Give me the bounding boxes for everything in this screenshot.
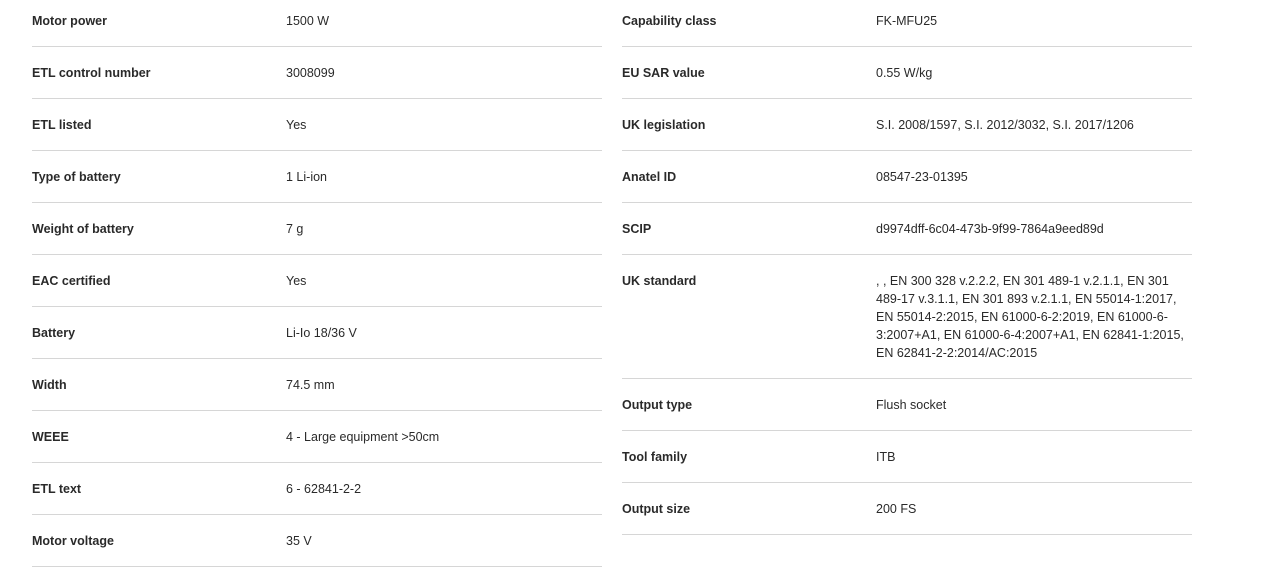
spec-table-left: Motor power 1500 W ETL control number 30080… (32, 0, 602, 567)
spec-label: Output size (622, 502, 691, 516)
spec-label: Output type (622, 398, 693, 412)
spec-label: Type of battery (32, 170, 121, 184)
spec-row: SCIP d9974dff-6c04-473b-9f99-7864a9eed89d (622, 203, 1192, 255)
spec-value: d9974dff-6c04-473b-9f99-7864a9eed89d (876, 222, 1104, 236)
spec-label: Tool family (622, 450, 688, 464)
spec-value: 6 - 62841-2-2 (286, 482, 362, 496)
spec-value: ITB (876, 450, 896, 464)
spec-value: 74.5 mm (286, 378, 335, 392)
spec-value: 7 g (286, 222, 304, 236)
spec-row: ETL control number 3008099 (32, 47, 602, 99)
spec-row: Output type Flush socket (622, 379, 1192, 431)
spec-value: 4 - Large equipment >50cm (286, 430, 440, 444)
spec-value: Yes (286, 118, 307, 132)
spec-row: Capability class FK-MFU25 (622, 0, 1192, 47)
spec-value: Flush socket (876, 398, 947, 412)
spec-value: 08547-23-01395 (876, 170, 968, 184)
spec-label: WEEE (32, 430, 69, 444)
spec-row: Type of battery 1 Li-ion (32, 151, 602, 203)
spec-row: EU SAR value 0.55 W/kg (622, 47, 1192, 99)
spec-row: UK standard , , EN 300 328 v.2.2.2, EN 30… (622, 255, 1192, 379)
spec-label: EAC certified (32, 274, 111, 288)
spec-label: Capability class (622, 14, 717, 28)
spec-label: Anatel ID (622, 170, 677, 184)
spec-value: , , EN 300 328 v.2.2.2, EN 301 489-1 v.2… (876, 274, 1184, 360)
spec-value: 1500 W (286, 14, 330, 28)
spec-row: ETL listed Yes (32, 99, 602, 151)
spec-label: Weight of battery (32, 222, 134, 236)
spec-value: 200 FS (876, 502, 917, 516)
spec-row: Tool family ITB (622, 431, 1192, 483)
spec-value: S.I. 2008/1597, S.I. 2012/3032, S.I. 201… (876, 118, 1134, 132)
spec-row: Anatel ID 08547-23-01395 (622, 151, 1192, 203)
spec-row: UK legislation S.I. 2008/1597, S.I. 2012/… (622, 99, 1192, 151)
spec-label: EU SAR value (622, 66, 705, 80)
spec-value: Li-Io 18/36 V (286, 326, 357, 340)
spec-label: Width (32, 378, 67, 392)
spec-row: Battery Li-Io 18/36 V (32, 307, 602, 359)
spec-row: Motor voltage 35 V (32, 515, 602, 567)
spec-row: EAC certified Yes (32, 255, 602, 307)
spec-row: Weight of battery 7 g (32, 203, 602, 255)
spec-table-right: Capability class FK-MFU25 EU SAR value 0.55… (622, 0, 1192, 535)
spec-value: 0.55 W/kg (876, 66, 933, 80)
spec-value: Yes (286, 274, 307, 288)
spec-value: FK-MFU25 (876, 14, 938, 28)
spec-label: SCIP (622, 222, 652, 236)
spec-row: ETL text 6 - 62841-2-2 (32, 463, 602, 515)
spec-row: Output size 200 FS (622, 483, 1192, 535)
spec-label: ETL listed (32, 118, 92, 132)
spec-label: Motor voltage (32, 534, 114, 548)
spec-value: 35 V (286, 534, 312, 548)
spec-label: UK legislation (622, 118, 706, 132)
spec-label: Battery (32, 326, 76, 340)
spec-label: Motor power (32, 14, 107, 28)
spec-value: 1 Li-ion (286, 170, 327, 184)
spec-label: ETL text (32, 482, 82, 496)
spec-row: WEEE 4 - Large equipment >50cm (32, 411, 602, 463)
spec-row: Width 74.5 mm (32, 359, 602, 411)
spec-row: Motor power 1500 W (32, 0, 602, 47)
spec-label: ETL control number (32, 66, 151, 80)
spec-label: UK standard (622, 274, 697, 288)
spec-value: 3008099 (286, 66, 335, 80)
